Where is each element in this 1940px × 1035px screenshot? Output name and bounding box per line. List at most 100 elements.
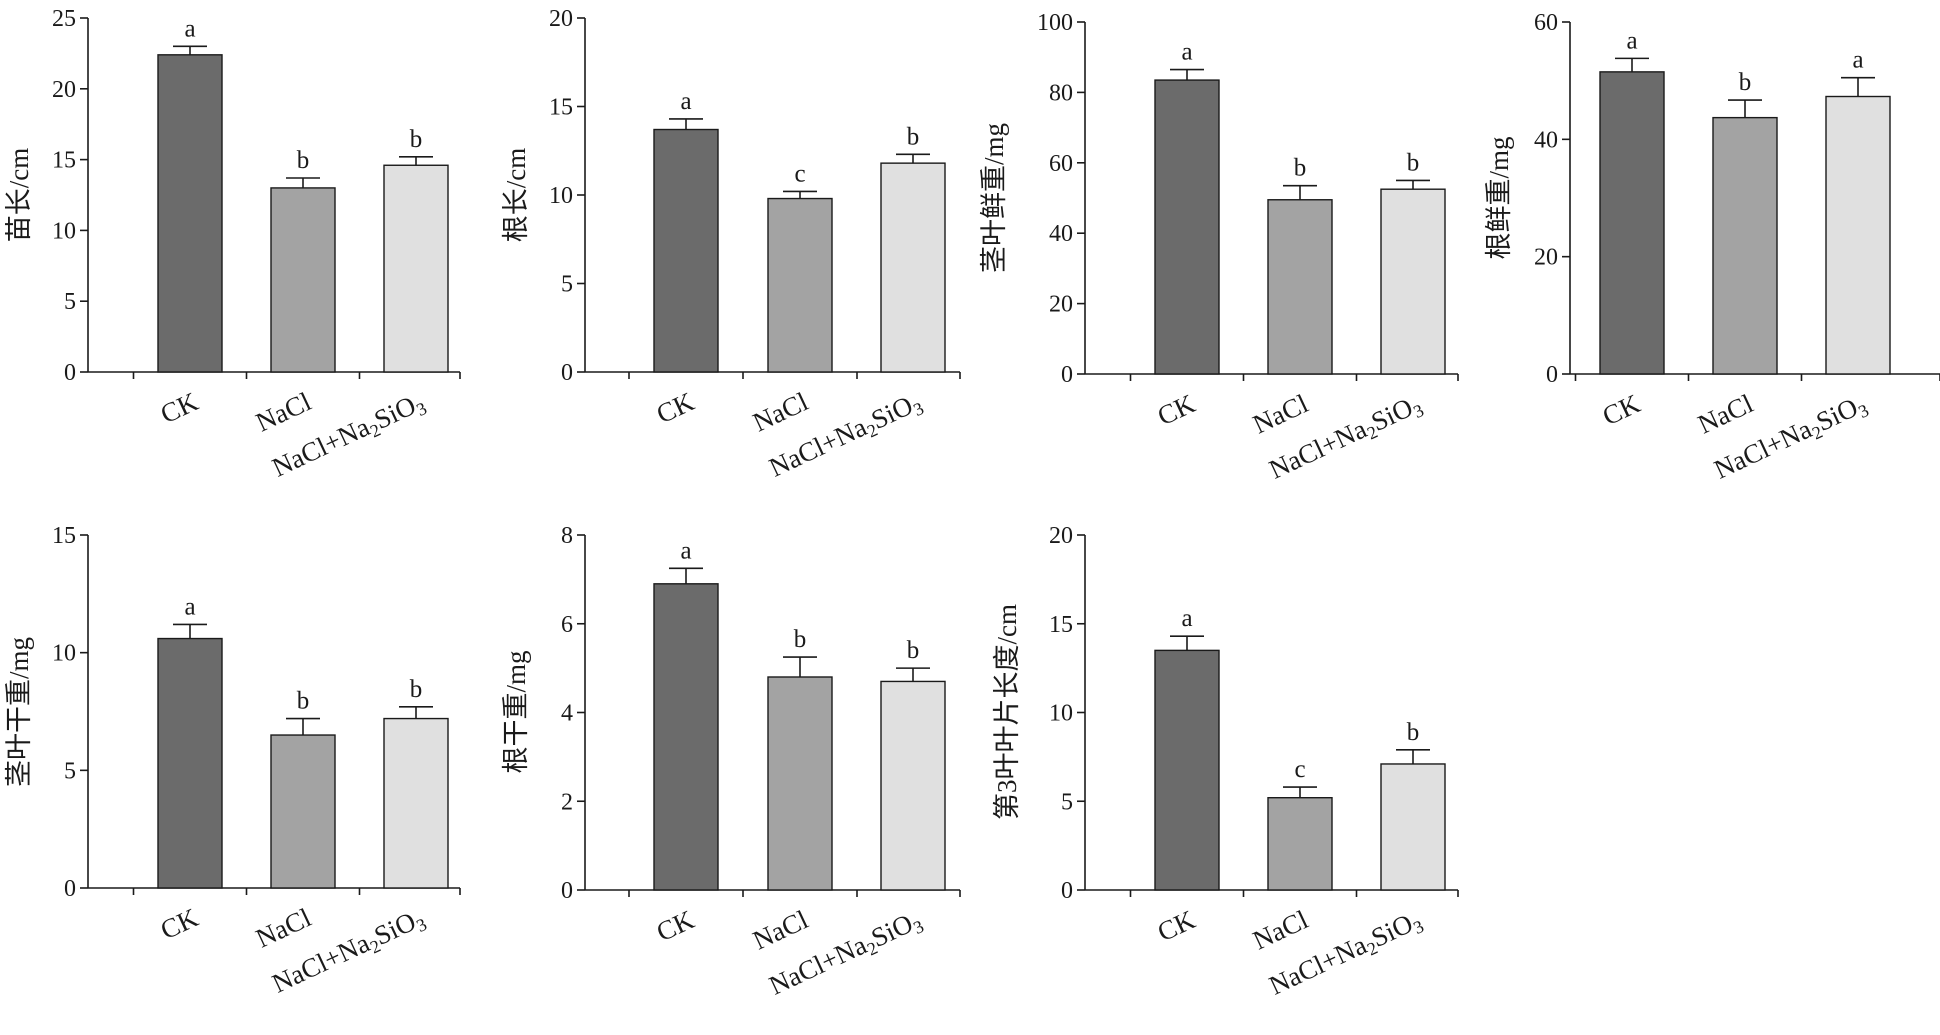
y-tick-label: 100 bbox=[1037, 10, 1073, 36]
y-tick-label: 10 bbox=[52, 218, 76, 244]
y-tick-label: 60 bbox=[1534, 10, 1558, 36]
significance-letter: a bbox=[1181, 605, 1192, 632]
y-tick-label: 80 bbox=[1049, 80, 1073, 106]
category-label: CK bbox=[652, 386, 699, 429]
category-label: NaCl bbox=[1693, 388, 1757, 439]
y-tick-label: 5 bbox=[64, 758, 76, 784]
bar bbox=[157, 54, 223, 373]
y-tick-label: 0 bbox=[1546, 362, 1558, 388]
bar bbox=[383, 717, 449, 889]
significance-letter: b bbox=[907, 637, 920, 664]
y-tick-label: 10 bbox=[1049, 701, 1073, 727]
y-tick-label: 40 bbox=[1534, 127, 1558, 153]
y-axis-title: 茎叶鲜重/mg bbox=[979, 123, 1009, 273]
y-tick-label: 20 bbox=[52, 77, 76, 103]
significance-letter: c bbox=[1294, 756, 1305, 783]
y-tick-label: 20 bbox=[1049, 523, 1073, 549]
y-tick-label: 15 bbox=[549, 95, 573, 121]
y-tick-label: 6 bbox=[561, 612, 573, 638]
bar bbox=[270, 734, 336, 889]
significance-letter: a bbox=[1852, 47, 1863, 74]
bar bbox=[1380, 763, 1446, 891]
category-label: NaCl bbox=[1248, 388, 1312, 439]
y-tick-label: 5 bbox=[1061, 789, 1073, 815]
category-label: NaCl bbox=[251, 902, 315, 953]
significance-letter: b bbox=[794, 626, 807, 653]
significance-letter: a bbox=[184, 15, 195, 42]
bar bbox=[1599, 71, 1665, 375]
category-label: CK bbox=[1153, 388, 1200, 431]
y-tick-label: 10 bbox=[52, 641, 76, 667]
significance-letter: a bbox=[680, 88, 691, 115]
y-tick-label: 0 bbox=[561, 878, 573, 904]
bar bbox=[1267, 797, 1333, 891]
bar bbox=[767, 676, 833, 891]
y-tick-label: 20 bbox=[549, 6, 573, 32]
y-tick-label: 15 bbox=[1049, 612, 1073, 638]
bar bbox=[1712, 116, 1778, 375]
bar bbox=[767, 197, 833, 373]
y-tick-label: 40 bbox=[1049, 221, 1073, 247]
significance-letter: b bbox=[297, 147, 310, 174]
bar bbox=[880, 680, 946, 891]
bar bbox=[1154, 79, 1220, 375]
significance-letter: b bbox=[1294, 155, 1307, 182]
y-tick-label: 5 bbox=[561, 272, 573, 298]
category-label: CK bbox=[1598, 388, 1645, 431]
y-tick-label: 0 bbox=[1061, 878, 1073, 904]
y-tick-label: 25 bbox=[52, 6, 76, 32]
y-tick-label: 60 bbox=[1049, 151, 1073, 177]
y-tick-label: 15 bbox=[52, 148, 76, 174]
category-label: CK bbox=[652, 904, 699, 947]
y-tick-label: 2 bbox=[561, 789, 573, 815]
bar bbox=[1267, 199, 1333, 375]
significance-letter: c bbox=[794, 160, 805, 187]
significance-letter: b bbox=[1407, 719, 1420, 746]
significance-letter: b bbox=[410, 676, 423, 703]
y-tick-label: 0 bbox=[64, 360, 76, 386]
bar bbox=[880, 162, 946, 373]
y-axis-title: 根鲜重/mg bbox=[1484, 136, 1514, 259]
y-tick-label: 20 bbox=[1049, 292, 1073, 318]
significance-letter: b bbox=[410, 126, 423, 153]
significance-letter: b bbox=[297, 688, 310, 715]
y-tick-label: 0 bbox=[64, 876, 76, 902]
significance-letter: b bbox=[1739, 69, 1752, 96]
y-axis-title: 茎叶干重/mg bbox=[4, 637, 34, 787]
significance-letter: b bbox=[907, 123, 920, 150]
significance-letter: b bbox=[1407, 149, 1420, 176]
y-axis-title: 第3叶叶片长度/cm bbox=[992, 604, 1022, 820]
significance-letter: a bbox=[680, 537, 691, 564]
category-label: NaCl bbox=[748, 386, 812, 437]
y-axis-title: 苗长/cm bbox=[4, 148, 34, 243]
significance-letter: a bbox=[1626, 27, 1637, 54]
category-label: CK bbox=[1153, 904, 1200, 947]
bar bbox=[653, 128, 719, 373]
y-axis-title: 根干重/mg bbox=[501, 650, 531, 773]
category-label: CK bbox=[156, 902, 203, 945]
bar bbox=[157, 637, 223, 889]
y-tick-label: 15 bbox=[52, 523, 76, 549]
category-label: NaCl bbox=[251, 386, 315, 437]
bar bbox=[270, 187, 336, 373]
category-label: CK bbox=[156, 386, 203, 429]
bar bbox=[1825, 95, 1891, 375]
y-tick-label: 10 bbox=[549, 183, 573, 209]
y-tick-label: 0 bbox=[1061, 362, 1073, 388]
y-tick-label: 20 bbox=[1534, 245, 1558, 271]
category-label: NaCl bbox=[1248, 904, 1312, 955]
y-tick-label: 0 bbox=[561, 360, 573, 386]
bar bbox=[383, 164, 449, 373]
y-tick-label: 4 bbox=[561, 701, 573, 727]
bar bbox=[1380, 188, 1446, 375]
y-tick-label: 5 bbox=[64, 289, 76, 315]
bar bbox=[1154, 649, 1220, 891]
